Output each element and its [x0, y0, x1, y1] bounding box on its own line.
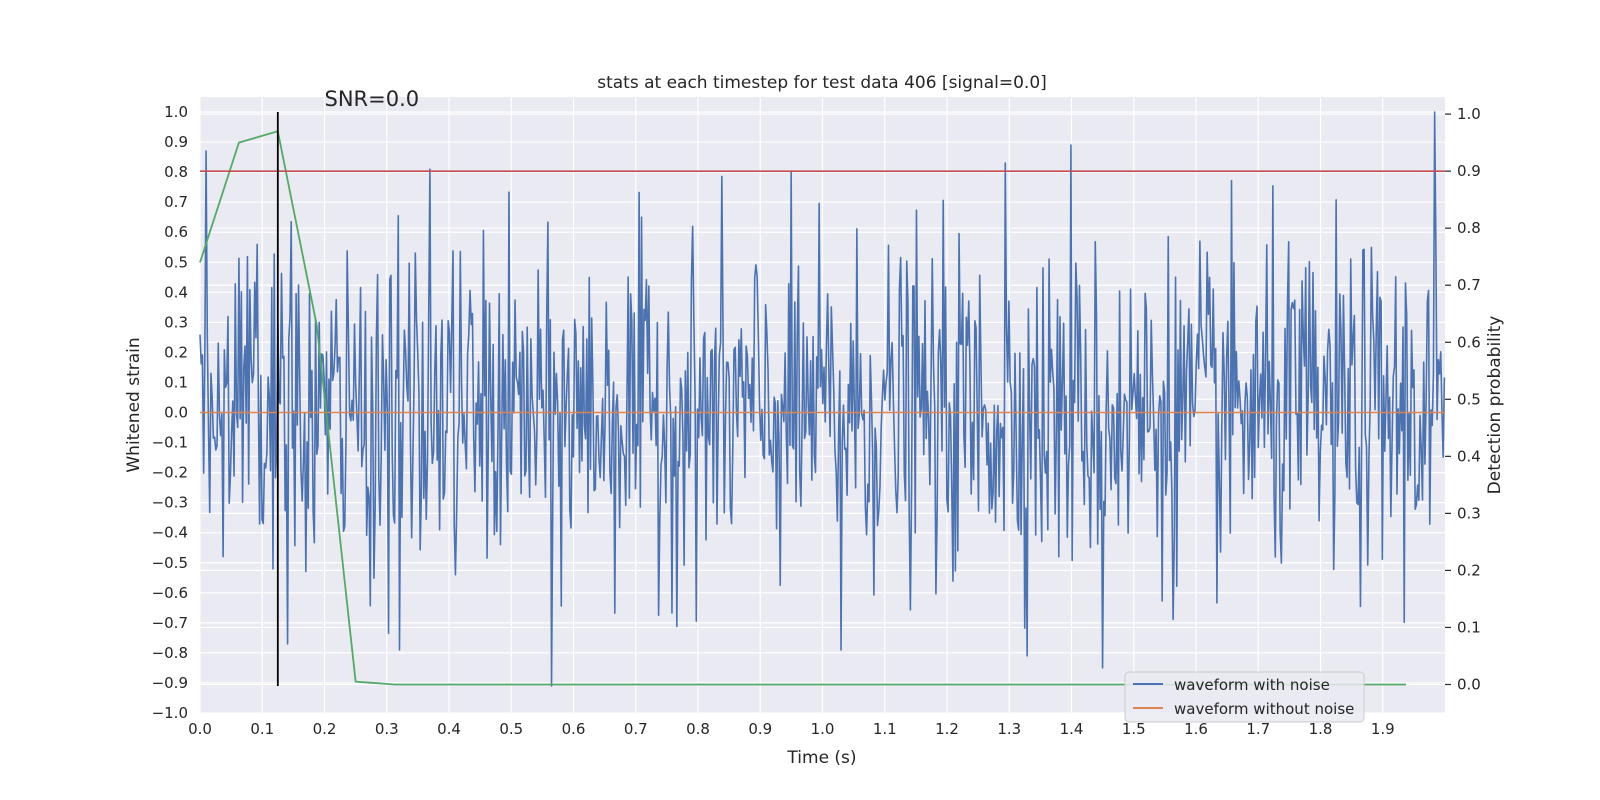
x-tick-label: 0.0	[188, 720, 212, 738]
x-axis-ticks: 0.0 0.1 0.2 0.3 0.4 0.5 0.6 0.7 0.8 0.9 1.0 1.1 1.2 1…	[188, 720, 1395, 738]
legend: waveform with noise waveform without noi…	[1124, 671, 1365, 723]
y2-tick-label: 1.0	[1457, 105, 1481, 123]
y-tick-label: 0.2	[164, 343, 188, 361]
y-axis-ticks: 1.0 0.9 0.8 0.7 0.6 0.5 0.4 0.3 0.2 0.1 0.0 −0.1 −0.…	[152, 103, 188, 722]
y2-tick-label: 0.2	[1457, 561, 1481, 579]
x-tick-label: 1.9	[1371, 720, 1395, 738]
y2-tick-label: 0.9	[1457, 162, 1481, 180]
y-axis-label: Whitened strain	[124, 337, 144, 472]
x-tick-label: 1.6	[1184, 720, 1208, 738]
y-tick-label: 0.3	[164, 313, 188, 331]
y2-tick-label: 0.6	[1457, 333, 1481, 351]
y2-tick-label: 0.7	[1457, 276, 1481, 294]
series-layer	[199, 111, 1446, 687]
series-waveform-with-noise	[199, 111, 1446, 687]
y2-tick-label: 0.3	[1457, 504, 1481, 522]
y2-tick-label: 0.5	[1457, 390, 1481, 408]
grid-y	[200, 111, 1445, 714]
y-tick-label: −0.1	[152, 434, 188, 452]
y-tick-label: 0.0	[164, 404, 188, 422]
x-tick-label: 1.7	[1246, 720, 1270, 738]
y-tick-label: −0.4	[152, 524, 188, 542]
y-tick-label: −0.3	[152, 494, 188, 512]
x-tick-label: 0.8	[686, 720, 710, 738]
y-tick-label: 0.4	[164, 283, 188, 301]
snr-annotation: SNR=0.0	[325, 87, 420, 111]
x-tick-label: 1.5	[1122, 720, 1146, 738]
x-tick-label: 1.8	[1309, 720, 1333, 738]
x-tick-label: 0.3	[375, 720, 399, 738]
legend-box	[1124, 671, 1365, 723]
x-tick-label: 0.6	[562, 720, 586, 738]
x-tick-label: 1.4	[1060, 720, 1084, 738]
y-tick-label: 0.5	[164, 253, 188, 271]
x-axis-label: Time (s)	[786, 748, 856, 768]
x-tick-label: 0.5	[499, 720, 523, 738]
y2-tick-label: 0.0	[1457, 675, 1481, 693]
y-tick-label: 1.0	[164, 103, 188, 121]
x-tick-label: 0.4	[437, 720, 461, 738]
y-tick-label: 0.7	[164, 193, 188, 211]
x-tick-label: 0.2	[313, 720, 337, 738]
chart-title: stats at each timestep for test data 406…	[597, 73, 1047, 93]
y2-tick-label: 0.4	[1457, 447, 1481, 465]
y-tick-label: −0.9	[152, 674, 188, 692]
legend-label-noise: waveform with noise	[1174, 676, 1330, 694]
x-tick-label: 1.2	[935, 720, 959, 738]
y-tick-label: −0.5	[152, 554, 188, 572]
x-tick-label: 0.1	[250, 720, 274, 738]
x-tick-label: 0.9	[748, 720, 772, 738]
x-tick-label: 1.3	[997, 720, 1021, 738]
y-tick-label: −0.2	[152, 464, 188, 482]
x-tick-label: 0.7	[624, 720, 648, 738]
y2-axis-ticks: 1.0 0.9 0.8 0.7 0.6 0.5 0.4 0.3 0.2 0.1 0.0	[1445, 105, 1481, 693]
y-tick-label: 0.1	[164, 373, 188, 391]
x-tick-label: 1.1	[873, 720, 897, 738]
y-tick-label: 0.6	[164, 223, 188, 241]
y-tick-label: −0.7	[152, 614, 188, 632]
legend-label-clean: waveform without noise	[1174, 700, 1354, 718]
y2-tick-label: 0.8	[1457, 219, 1481, 237]
y-tick-label: 0.9	[164, 133, 188, 151]
y2-tick-label: 0.1	[1457, 618, 1481, 636]
y-tick-label: −0.6	[152, 584, 188, 602]
y-tick-label: −1.0	[152, 704, 188, 722]
x-tick-label: 1.0	[811, 720, 835, 738]
y-tick-label: −0.8	[152, 644, 188, 662]
y-tick-label: 0.8	[164, 163, 188, 181]
y2-axis-label: Detection probability	[1485, 316, 1505, 495]
